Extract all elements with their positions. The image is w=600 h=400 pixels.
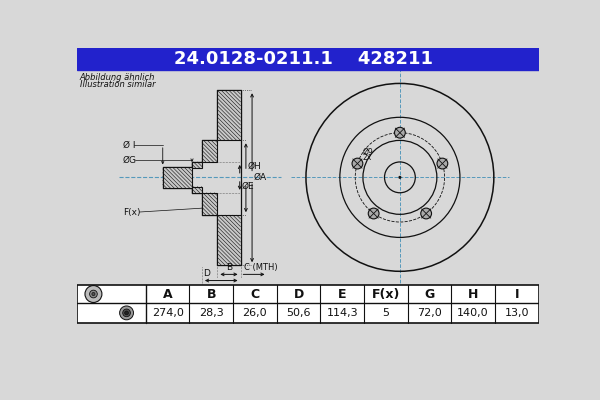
Text: G: G: [424, 288, 434, 300]
Text: 140,0: 140,0: [457, 308, 489, 318]
Text: F(x): F(x): [123, 208, 140, 216]
Text: B: B: [226, 263, 232, 272]
Circle shape: [421, 208, 431, 219]
Circle shape: [92, 292, 95, 296]
Circle shape: [85, 286, 102, 302]
Polygon shape: [192, 162, 202, 168]
Text: Illustration similar: Illustration similar: [80, 80, 155, 88]
Polygon shape: [217, 215, 241, 265]
Polygon shape: [192, 186, 202, 193]
Text: B: B: [206, 288, 216, 300]
Text: 24.0128-0211.1    428211: 24.0128-0211.1 428211: [174, 50, 433, 68]
Text: 5: 5: [382, 308, 389, 318]
Text: 274,0: 274,0: [152, 308, 184, 318]
Text: Ø9: Ø9: [363, 148, 374, 157]
Text: 2x: 2x: [363, 153, 372, 162]
Text: 50,6: 50,6: [286, 308, 311, 318]
Text: 28,3: 28,3: [199, 308, 224, 318]
Circle shape: [437, 158, 448, 169]
Text: F(x): F(x): [371, 288, 400, 300]
Text: ØH: ØH: [247, 162, 261, 171]
Text: ØA: ØA: [254, 173, 267, 182]
Text: C (MTH): C (MTH): [244, 263, 277, 272]
Circle shape: [89, 290, 97, 298]
Circle shape: [123, 309, 130, 317]
Text: 72,0: 72,0: [417, 308, 442, 318]
Text: Ø I: Ø I: [123, 140, 135, 150]
Text: D: D: [203, 269, 211, 278]
Circle shape: [395, 127, 405, 138]
Bar: [77, 48, 539, 70]
Text: D: D: [293, 288, 304, 300]
Text: Abbildung ähnlich: Abbildung ähnlich: [80, 73, 155, 82]
Polygon shape: [217, 90, 241, 140]
Text: 114,3: 114,3: [326, 308, 358, 318]
Polygon shape: [202, 140, 217, 162]
Text: C: C: [250, 288, 259, 300]
Text: ØG: ØG: [123, 156, 137, 165]
Text: 26,0: 26,0: [242, 308, 267, 318]
Circle shape: [119, 306, 133, 320]
Circle shape: [368, 208, 379, 219]
Polygon shape: [202, 193, 217, 215]
Circle shape: [398, 176, 401, 179]
Text: I: I: [514, 288, 519, 300]
Text: H: H: [468, 288, 478, 300]
Text: E: E: [338, 288, 346, 300]
Polygon shape: [163, 167, 192, 188]
Circle shape: [352, 158, 363, 169]
Text: 13,0: 13,0: [505, 308, 529, 318]
Bar: [77, 285, 539, 323]
Circle shape: [125, 311, 128, 315]
Bar: [77, 285, 539, 323]
Text: ØE: ØE: [241, 182, 254, 191]
Text: A: A: [163, 288, 172, 300]
